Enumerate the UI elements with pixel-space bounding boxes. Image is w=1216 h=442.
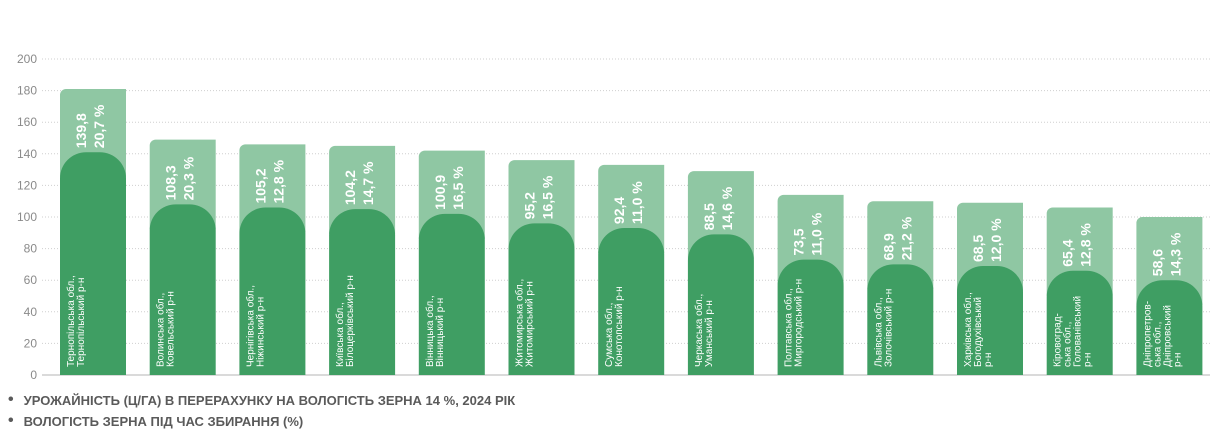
category-label: Черкаська обл., <box>693 294 705 367</box>
chart-canvas: 0 20 40 60 80 100 120 140 160 180 200 139,8 20,7 % Те… <box>17 52 1210 382</box>
category-label: Полтавська обл., <box>783 288 795 367</box>
category-label: Білоцерківський р-н <box>345 275 356 367</box>
legend-item-moisture: • ВОЛОГІСТЬ ЗЕРНА ПІД ЧАС ЗБИРАННЯ (%) <box>8 413 303 429</box>
moisture-value-label: 16,5 % <box>450 166 466 210</box>
yield-value-label: 95,2 <box>522 192 538 219</box>
yield-bar <box>329 209 396 375</box>
category-label: Волинська обл., <box>155 293 167 367</box>
category-label: Тернопільський р-н <box>76 278 87 367</box>
moisture-value-label: 16,5 % <box>540 175 556 219</box>
category-label: р-н <box>983 353 994 367</box>
category-label: Вінницька обл., <box>424 295 436 367</box>
yield-value-label: 68,9 <box>880 233 896 260</box>
category-label: р-н <box>1172 353 1183 367</box>
y-tick-label: 140 <box>17 147 37 161</box>
moisture-value-label: 11,0 % <box>809 212 825 255</box>
y-tick-label: 0 <box>30 368 37 382</box>
y-tick-label: 100 <box>17 210 37 224</box>
y-tick-label: 200 <box>17 52 37 66</box>
category-label: Житомирська обл., <box>514 279 526 367</box>
category-label: Ніжинський р-н <box>255 297 266 367</box>
yield-value-label: 88,5 <box>701 203 717 230</box>
yield-value-label: 68,5 <box>970 235 986 262</box>
yield-value-label: 139,8 <box>73 113 89 148</box>
y-tick-label: 40 <box>24 305 38 319</box>
category-label: р-н <box>1083 353 1094 367</box>
category-label: Уманський р-н <box>704 300 715 367</box>
legend-label-moisture: ВОЛОГІСТЬ ЗЕРНА ПІД ЧАС ЗБИРАННЯ (%) <box>23 413 304 429</box>
category-label: Кіровоград- <box>1053 313 1064 367</box>
moisture-value-label: 12,8 % <box>1078 223 1094 267</box>
category-label: Київська обл., <box>334 302 346 367</box>
y-tick-label: 180 <box>17 84 37 98</box>
yield-value-label: 100,9 <box>432 175 448 210</box>
category-label: Тернопільська обл., <box>65 275 77 367</box>
category-label: Богодухівський <box>973 297 984 367</box>
yield-bar <box>1046 270 1113 375</box>
moisture-value-label: 11,0 % <box>629 181 645 224</box>
category-label: Миргородський р-н <box>794 279 805 367</box>
category-label: Сумська обл., <box>603 303 615 367</box>
legend-item-yield: • УРОЖАЙНІСТЬ (Ц/ГА) В ПЕРЕРАХУНКУ НА ВО… <box>8 392 515 408</box>
y-tick-label: 80 <box>24 242 38 256</box>
y-tick-label: 160 <box>17 115 37 129</box>
yield-bar <box>687 234 754 375</box>
moisture-value-label: 14,7 % <box>360 161 376 205</box>
moisture-value-label: 20,3 % <box>181 156 197 200</box>
category-label: Золочівський р-н <box>883 289 894 367</box>
y-tick-label: 120 <box>17 178 37 192</box>
yield-bar <box>777 259 844 375</box>
yield-bar <box>598 228 665 375</box>
category-label: Дніпровський <box>1162 305 1173 367</box>
yield-value-label: 105,2 <box>252 168 268 203</box>
moisture-value-label: 12,0 % <box>988 218 1004 262</box>
category-label: Чернігівська обл., <box>244 285 256 367</box>
category-label: Ковельський р-н <box>166 291 177 367</box>
yield-value-label: 104,2 <box>342 170 358 205</box>
y-tick-label: 60 <box>24 273 38 287</box>
yield-bar <box>508 223 575 375</box>
yield-value-label: 108,3 <box>163 165 179 200</box>
moisture-value-label: 14,6 % <box>719 186 735 230</box>
category-label: Конотопський р-н <box>614 286 625 367</box>
yield-bar <box>1136 280 1203 375</box>
category-label: Голованівський <box>1073 296 1084 367</box>
legend-bullet-icon: • <box>8 391 14 408</box>
yield-value-label: 92,4 <box>611 197 627 224</box>
yield-bar <box>239 207 306 375</box>
moisture-value-label: 14,3 % <box>1167 232 1183 276</box>
yield-bar <box>149 204 216 375</box>
y-tick-label: 20 <box>24 336 38 350</box>
yield-value-label: 58,6 <box>1149 249 1165 276</box>
category-label: Вінницький р-н <box>435 298 446 367</box>
category-label: ська обл., <box>1062 322 1074 367</box>
yield-bar <box>957 265 1023 375</box>
yield-bar <box>867 264 934 375</box>
moisture-value-label: 21,2 % <box>898 216 914 260</box>
category-label: Житомирський р-н <box>525 281 536 367</box>
yield-value-label: 65,4 <box>1060 239 1076 266</box>
moisture-value-label: 20,7 % <box>91 104 107 148</box>
category-label: Дніпропетров- <box>1142 301 1153 367</box>
category-label: ська обл., <box>1151 322 1163 367</box>
legend-label-yield: УРОЖАЙНІСТЬ (Ц/ГА) В ПЕРЕРАХУНКУ НА ВОЛО… <box>23 392 516 408</box>
moisture-value-label: 12,8 % <box>270 159 286 203</box>
category-label: Харківська обл., <box>962 292 974 367</box>
yield-value-label: 73,5 <box>791 228 807 255</box>
yield-chart: 0 20 40 60 80 100 120 140 160 180 200 139,8 20,7 % Те… <box>17 52 1210 382</box>
category-label: Львівська обл., <box>872 297 884 367</box>
yield-bar <box>418 213 485 375</box>
legend-bullet-icon: • <box>8 412 14 429</box>
yield-bar <box>60 152 126 375</box>
